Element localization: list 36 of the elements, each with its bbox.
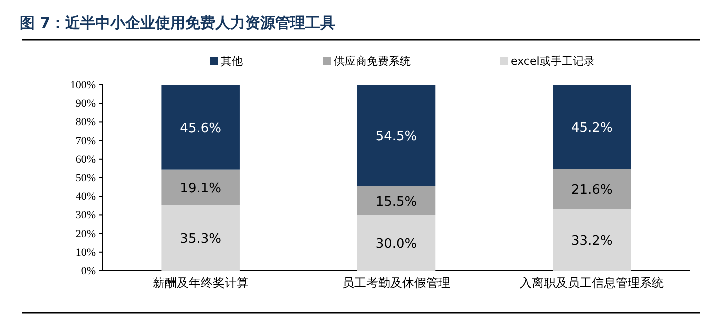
bar — [357, 186, 436, 216]
bar — [162, 85, 240, 170]
y-tick-label: 10% — [76, 246, 96, 259]
y-tick-label: 40% — [76, 191, 96, 204]
data-label: 35.3% — [180, 232, 222, 248]
data-label: 33.2% — [572, 234, 613, 250]
y-tick-label: 60% — [76, 154, 96, 166]
data-label: 19.1% — [180, 182, 222, 197]
bar — [553, 209, 632, 271]
data-label: 54.5% — [376, 130, 418, 145]
data-label: 15.5% — [376, 194, 418, 210]
data-label: 45.6% — [180, 121, 222, 136]
data-label: 30.0% — [376, 237, 418, 252]
y-tick-label: 70% — [76, 135, 96, 148]
bar — [162, 205, 240, 271]
data-label: 21.6% — [572, 183, 613, 198]
y-tick-label: 90% — [76, 98, 96, 110]
data-label: 45.2% — [572, 121, 613, 136]
x-tick-label: 员工考勤及休假管理 — [342, 276, 450, 290]
y-tick-label: 80% — [76, 116, 96, 129]
legend-label: 供应商免费系统 — [334, 55, 411, 68]
legend-label: 其他 — [221, 55, 243, 68]
y-tick-label: 20% — [76, 228, 96, 240]
x-tick-label: 薪酬及年终奖计算 — [152, 276, 249, 290]
bar — [553, 85, 632, 170]
y-tick-label: 50% — [76, 172, 96, 185]
bar — [162, 170, 240, 206]
bar — [553, 169, 632, 210]
y-tick-label: 100% — [70, 80, 96, 92]
bar — [357, 85, 436, 186]
y-tick-label: 30% — [76, 210, 96, 222]
x-tick-label: 入离职及员工信息管理系统 — [520, 276, 664, 290]
legend-label: excel或手工记录 — [511, 55, 595, 68]
y-tick-label: 0% — [81, 266, 96, 278]
chart-title: 图 7：近半中小企业使用免费人力资源管理工具 — [20, 14, 336, 32]
bar — [357, 215, 436, 271]
